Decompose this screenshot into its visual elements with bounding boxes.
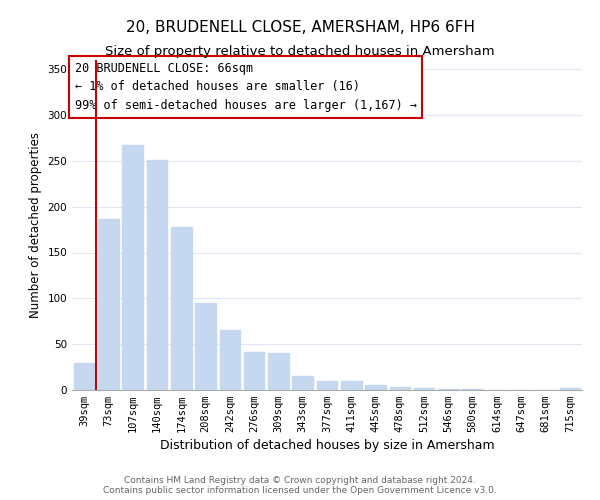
Bar: [292, 376, 313, 390]
Bar: [560, 388, 580, 390]
Bar: [146, 160, 167, 390]
Bar: [98, 218, 119, 390]
Bar: [317, 381, 337, 390]
Text: Size of property relative to detached houses in Amersham: Size of property relative to detached ho…: [105, 45, 495, 58]
Text: Contains HM Land Registry data © Crown copyright and database right 2024.: Contains HM Land Registry data © Crown c…: [124, 476, 476, 485]
Bar: [195, 303, 216, 390]
Bar: [438, 389, 459, 390]
Bar: [171, 227, 191, 390]
Bar: [122, 145, 143, 390]
Text: 20 BRUDENELL CLOSE: 66sqm
← 1% of detached houses are smaller (16)
99% of semi-d: 20 BRUDENELL CLOSE: 66sqm ← 1% of detach…: [74, 62, 416, 112]
Bar: [244, 352, 265, 390]
Bar: [220, 330, 240, 390]
Text: 20, BRUDENELL CLOSE, AMERSHAM, HP6 6FH: 20, BRUDENELL CLOSE, AMERSHAM, HP6 6FH: [125, 20, 475, 35]
Bar: [414, 388, 434, 390]
Bar: [463, 389, 483, 390]
Y-axis label: Number of detached properties: Number of detached properties: [29, 132, 42, 318]
X-axis label: Distribution of detached houses by size in Amersham: Distribution of detached houses by size …: [160, 440, 494, 452]
Text: Contains public sector information licensed under the Open Government Licence v3: Contains public sector information licen…: [103, 486, 497, 495]
Bar: [365, 386, 386, 390]
Bar: [268, 354, 289, 390]
Bar: [74, 362, 94, 390]
Bar: [341, 381, 362, 390]
Bar: [389, 387, 410, 390]
